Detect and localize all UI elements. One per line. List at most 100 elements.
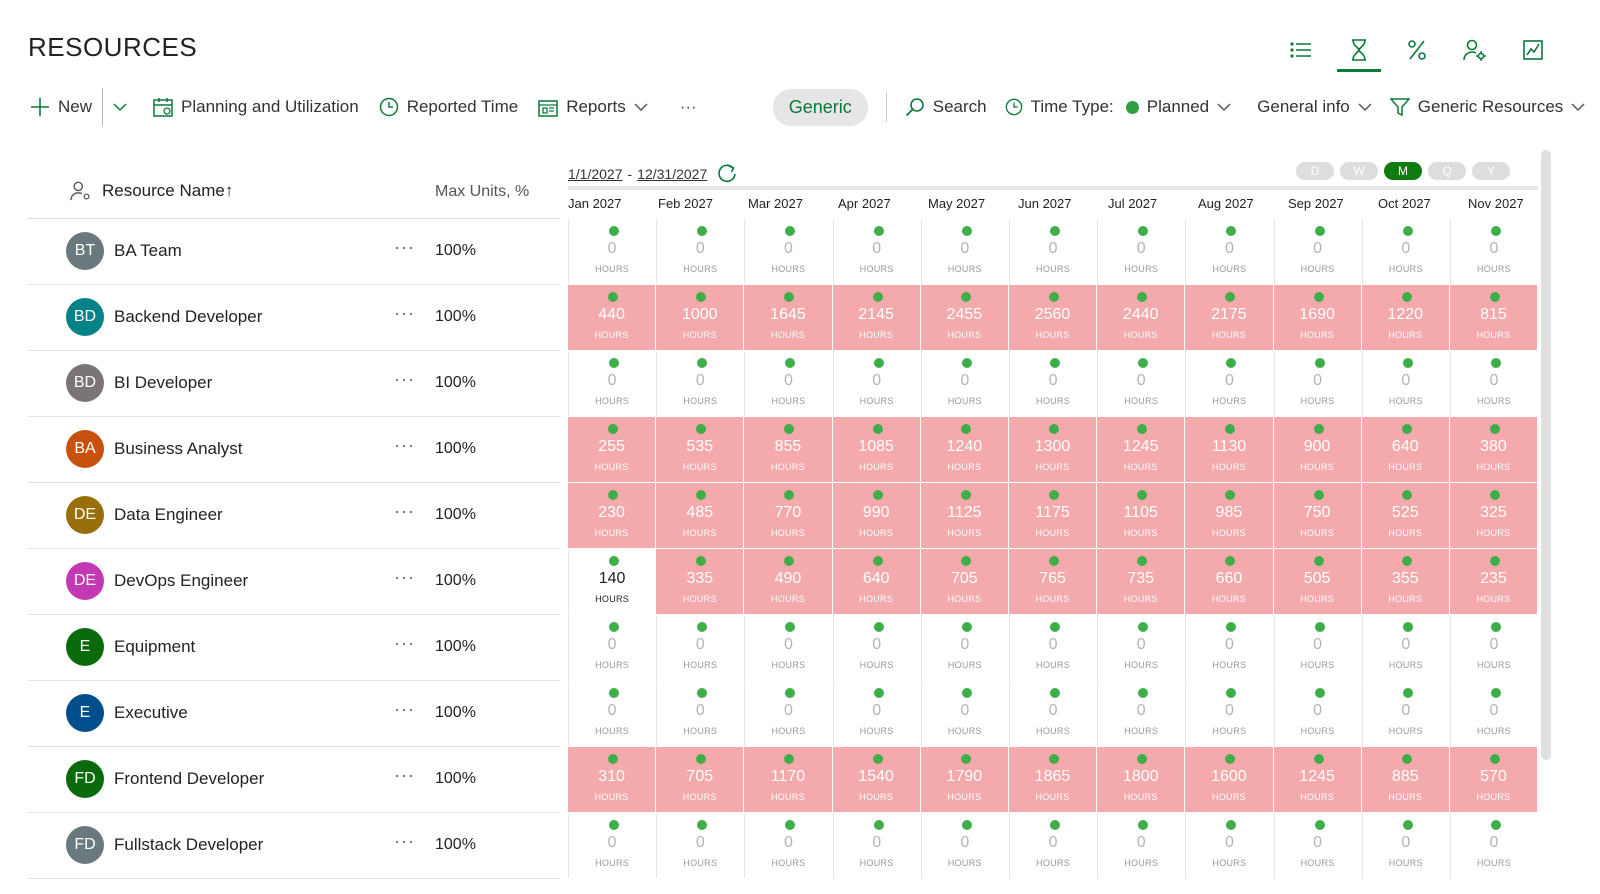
allocation-cell[interactable]: 640 HOURS bbox=[1361, 417, 1449, 482]
allocation-cell[interactable]: 1245 HOURS bbox=[1097, 417, 1185, 482]
allocation-cell[interactable]: 0 HOURS bbox=[1008, 615, 1097, 680]
resource-name[interactable]: Equipment bbox=[114, 637, 196, 656]
allocation-cell[interactable]: 0 HOURS bbox=[1097, 351, 1185, 416]
row-more-button[interactable]: ··· bbox=[394, 369, 415, 389]
allocation-cell[interactable]: 0 HOURS bbox=[656, 681, 744, 746]
allocation-cell[interactable]: 0 HOURS bbox=[1273, 813, 1361, 878]
resource-row[interactable]: E Equipment ··· 100% bbox=[28, 615, 560, 681]
allocation-cell[interactable]: 770 HOURS bbox=[744, 483, 832, 548]
allocation-cell[interactable]: 230 HOURS bbox=[568, 483, 656, 548]
allocation-cell[interactable]: 0 HOURS bbox=[920, 681, 1008, 746]
allocation-cell[interactable]: 0 HOURS bbox=[1361, 681, 1449, 746]
allocation-cell[interactable]: 0 HOURS bbox=[1185, 615, 1273, 680]
resource-name[interactable]: BA Team bbox=[114, 241, 182, 260]
allocation-cell[interactable]: 0 HOURS bbox=[1185, 813, 1273, 878]
allocation-cell[interactable]: 0 HOURS bbox=[920, 351, 1008, 416]
allocation-cell[interactable]: 0 HOURS bbox=[744, 351, 832, 416]
time-type-dropdown[interactable]: Time Type: Planned bbox=[1005, 97, 1240, 117]
allocation-cell[interactable]: 355 HOURS bbox=[1361, 549, 1449, 614]
row-more-button[interactable]: ··· bbox=[394, 765, 415, 785]
allocation-cell[interactable]: 1220 HOURS bbox=[1361, 285, 1449, 350]
allocation-cell[interactable]: 1865 HOURS bbox=[1008, 747, 1097, 812]
allocation-cell[interactable]: 535 HOURS bbox=[656, 417, 744, 482]
scale-button-q[interactable]: Q bbox=[1428, 162, 1466, 180]
allocation-cell[interactable]: 0 HOURS bbox=[1449, 681, 1538, 746]
allocation-cell[interactable]: 0 HOURS bbox=[1273, 219, 1361, 284]
allocation-cell[interactable]: 335 HOURS bbox=[656, 549, 744, 614]
allocation-cell[interactable]: 1800 HOURS bbox=[1097, 747, 1185, 812]
vertical-scrollbar[interactable] bbox=[1541, 150, 1551, 760]
search-button[interactable]: Search bbox=[905, 97, 987, 117]
allocation-cell[interactable]: 255 HOURS bbox=[568, 417, 656, 482]
allocation-cell[interactable]: 0 HOURS bbox=[920, 219, 1008, 284]
date-range-end[interactable]: 12/31/2027 bbox=[637, 166, 708, 182]
allocation-cell[interactable]: 140 HOURS bbox=[568, 549, 656, 614]
allocation-cell[interactable]: 0 HOURS bbox=[656, 351, 744, 416]
allocation-cell[interactable]: 0 HOURS bbox=[1361, 219, 1449, 284]
allocation-cell[interactable]: 0 HOURS bbox=[1449, 351, 1538, 416]
allocation-cell[interactable]: 570 HOURS bbox=[1449, 747, 1538, 812]
allocation-cell[interactable]: 1105 HOURS bbox=[1097, 483, 1185, 548]
allocation-cell[interactable]: 380 HOURS bbox=[1449, 417, 1538, 482]
allocation-cell[interactable]: 990 HOURS bbox=[832, 483, 920, 548]
allocation-cell[interactable]: 485 HOURS bbox=[656, 483, 744, 548]
allocation-cell[interactable]: 0 HOURS bbox=[568, 813, 656, 878]
allocation-cell[interactable]: 0 HOURS bbox=[568, 219, 656, 284]
allocation-cell[interactable]: 0 HOURS bbox=[1008, 681, 1097, 746]
general-info-dropdown[interactable]: General info bbox=[1257, 97, 1380, 117]
allocation-cell[interactable]: 0 HOURS bbox=[568, 351, 656, 416]
resource-name[interactable]: Data Engineer bbox=[114, 505, 223, 524]
allocation-cell[interactable]: 0 HOURS bbox=[568, 681, 656, 746]
allocation-cell[interactable]: 0 HOURS bbox=[920, 615, 1008, 680]
allocation-cell[interactable]: 1240 HOURS bbox=[920, 417, 1008, 482]
allocation-cell[interactable]: 815 HOURS bbox=[1449, 285, 1538, 350]
allocation-cell[interactable]: 0 HOURS bbox=[744, 813, 832, 878]
allocation-cell[interactable]: 2560 HOURS bbox=[1008, 285, 1097, 350]
allocation-cell[interactable]: 0 HOURS bbox=[656, 219, 744, 284]
allocation-cell[interactable]: 505 HOURS bbox=[1273, 549, 1361, 614]
allocation-cell[interactable]: 0 HOURS bbox=[1097, 681, 1185, 746]
allocation-cell[interactable]: 1790 HOURS bbox=[920, 747, 1008, 812]
allocation-cell[interactable]: 0 HOURS bbox=[1185, 219, 1273, 284]
allocation-cell[interactable]: 0 HOURS bbox=[1185, 681, 1273, 746]
allocation-cell[interactable]: 1600 HOURS bbox=[1185, 747, 1273, 812]
person-settings-icon[interactable] bbox=[70, 180, 92, 202]
allocation-cell[interactable]: 1085 HOURS bbox=[832, 417, 920, 482]
allocation-cell[interactable]: 1130 HOURS bbox=[1185, 417, 1273, 482]
resource-name[interactable]: Fullstack Developer bbox=[114, 835, 264, 854]
resource-row[interactable]: BD Backend Developer ··· 100% bbox=[28, 285, 560, 351]
date-range-start[interactable]: 1/1/2027 bbox=[568, 166, 623, 182]
allocation-cell[interactable]: 0 HOURS bbox=[1097, 813, 1185, 878]
resource-name-header[interactable]: Resource Name↑ bbox=[102, 181, 233, 201]
allocation-cell[interactable]: 900 HOURS bbox=[1273, 417, 1361, 482]
allocation-cell[interactable]: 2145 HOURS bbox=[832, 285, 920, 350]
allocation-cell[interactable]: 0 HOURS bbox=[1008, 813, 1097, 878]
allocation-cell[interactable]: 705 HOURS bbox=[656, 747, 744, 812]
resource-row[interactable]: DE DevOps Engineer ··· 100% bbox=[28, 549, 560, 615]
allocation-cell[interactable]: 1540 HOURS bbox=[832, 747, 920, 812]
allocation-cell[interactable]: 985 HOURS bbox=[1185, 483, 1273, 548]
allocation-cell[interactable]: 855 HOURS bbox=[744, 417, 832, 482]
allocation-cell[interactable]: 1170 HOURS bbox=[744, 747, 832, 812]
resource-name[interactable]: Business Analyst bbox=[114, 439, 243, 458]
list-icon[interactable] bbox=[1275, 30, 1327, 70]
allocation-cell[interactable]: 0 HOURS bbox=[568, 615, 656, 680]
more-commands-button[interactable]: ··· bbox=[680, 97, 697, 117]
allocation-cell[interactable]: 0 HOURS bbox=[832, 351, 920, 416]
resource-row[interactable]: FD Fullstack Developer ··· 100% bbox=[28, 813, 560, 879]
allocation-cell[interactable]: 0 HOURS bbox=[1008, 351, 1097, 416]
row-more-button[interactable]: ··· bbox=[394, 237, 415, 257]
hourglass-icon[interactable] bbox=[1333, 30, 1385, 72]
allocation-cell[interactable]: 0 HOURS bbox=[1361, 351, 1449, 416]
allocation-cell[interactable]: 1000 HOURS bbox=[656, 285, 744, 350]
allocation-cell[interactable]: 1300 HOURS bbox=[1008, 417, 1097, 482]
resource-row[interactable]: FD Frontend Developer ··· 100% bbox=[28, 747, 560, 813]
allocation-cell[interactable]: 885 HOURS bbox=[1361, 747, 1449, 812]
allocation-cell[interactable]: 1125 HOURS bbox=[920, 483, 1008, 548]
allocation-cell[interactable]: 1245 HOURS bbox=[1273, 747, 1361, 812]
allocation-cell[interactable]: 750 HOURS bbox=[1273, 483, 1361, 548]
percent-icon[interactable] bbox=[1391, 30, 1443, 70]
allocation-cell[interactable]: 0 HOURS bbox=[1361, 615, 1449, 680]
allocation-cell[interactable]: 0 HOURS bbox=[832, 813, 920, 878]
allocation-cell[interactable]: 0 HOURS bbox=[744, 615, 832, 680]
